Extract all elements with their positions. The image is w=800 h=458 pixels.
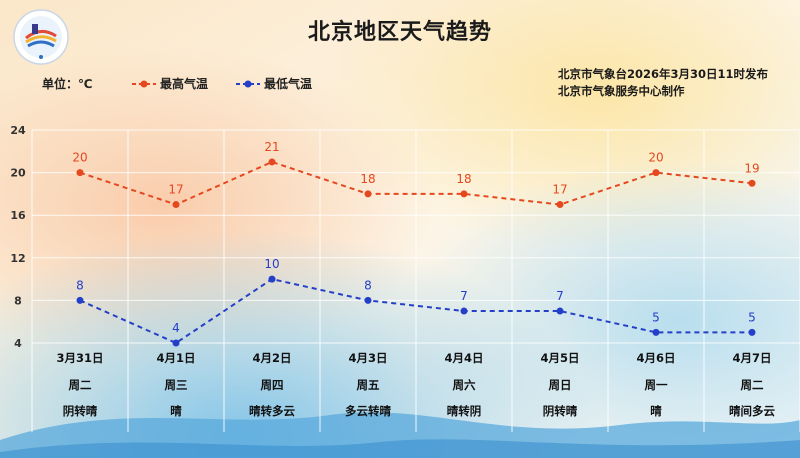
x-tick-weather: 晴转多云 (249, 404, 295, 418)
data-label-high: 19 (744, 161, 759, 175)
beijing-meteorological-logo-icon (13, 9, 69, 65)
data-label-high: 20 (72, 151, 87, 165)
x-tick-weather: 晴 (170, 404, 182, 418)
x-tick-weather: 阴转晴 (63, 404, 98, 418)
data-point-high (748, 179, 756, 187)
data-point-low (556, 307, 564, 315)
x-tick-weather: 阴转晴 (543, 404, 578, 418)
legend-high: 最高气温 (132, 75, 208, 92)
x-tick-date: 4月2日 (252, 351, 291, 365)
x-tick-weather: 晴转阴 (447, 404, 482, 418)
x-tick-weekday: 周二 (69, 378, 92, 392)
x-tick-weekday: 周五 (357, 378, 380, 392)
data-label-low: 8 (76, 278, 84, 292)
data-point-high (460, 190, 468, 198)
data-point-low (268, 275, 276, 283)
data-point-low (652, 328, 660, 336)
x-tick-weekday: 周日 (549, 378, 572, 392)
y-tick-label: 24 (10, 124, 26, 137)
issuer-line-2: 北京市气象服务中心制作 (557, 84, 685, 98)
x-tick-weather: 多云转晴 (345, 404, 391, 418)
legend-low-marker-icon (236, 80, 260, 87)
legend-high-label: 最高气温 (160, 77, 209, 91)
x-tick-weather: 晴间多云 (729, 404, 775, 418)
data-label-high: 21 (264, 140, 279, 154)
issuer-info: 北京市气象台2026年3月30日11时发布 北京市气象服务中心制作 (558, 66, 768, 100)
data-label-low: 10 (264, 257, 279, 271)
x-tick-weekday: 周三 (165, 378, 188, 392)
data-label-high: 17 (168, 183, 183, 197)
x-tick-date: 4月5日 (540, 351, 579, 365)
x-tick-weekday: 周四 (261, 378, 284, 392)
x-tick-weekday: 周六 (453, 378, 476, 392)
page-title: 北京地区天气趋势 (307, 20, 492, 45)
data-point-high (364, 190, 372, 198)
unit-label: 单位：℃ (42, 77, 93, 91)
data-label-low: 4 (172, 321, 180, 335)
data-label-high: 18 (456, 172, 471, 186)
data-label-low: 5 (652, 310, 660, 324)
data-label-high: 17 (552, 183, 567, 197)
x-tick-weekday: 周二 (741, 378, 764, 392)
data-point-high (556, 201, 564, 209)
y-tick-label: 12 (10, 252, 25, 265)
issuer-line-1: 北京市气象台2026年3月30日11时发布 (557, 67, 768, 81)
x-tick-date: 4月4日 (444, 351, 483, 365)
data-label-low: 8 (364, 278, 372, 292)
data-point-low (364, 296, 372, 304)
data-label-low: 7 (556, 289, 564, 303)
data-label-high: 18 (360, 172, 375, 186)
data-point-high (172, 201, 180, 209)
y-tick-label: 20 (10, 167, 26, 180)
series-line-high (79, 160, 753, 206)
y-tick-label: 4 (14, 337, 22, 350)
data-label-low: 7 (460, 289, 468, 303)
y-tick-label: 16 (10, 209, 26, 222)
x-tick-weekday: 周一 (645, 378, 668, 392)
data-point-low (76, 296, 84, 304)
x-tick-date: 4月6日 (636, 351, 675, 365)
x-tick-date: 3月31日 (56, 351, 103, 365)
x-tick-date: 4月1日 (156, 351, 195, 365)
legend-low-label: 最低气温 (264, 77, 313, 91)
legend-low: 最低气温 (236, 75, 312, 92)
x-tick-date: 4月7日 (732, 351, 771, 365)
data-label-low: 5 (748, 310, 756, 324)
x-tick-weather: 晴 (650, 404, 662, 418)
data-point-high (652, 169, 660, 177)
data-point-high (268, 158, 276, 166)
y-tick-label: 8 (14, 294, 22, 307)
legend-high-marker-icon (132, 80, 156, 87)
data-point-high (76, 169, 84, 177)
data-point-low (460, 307, 468, 315)
x-tick-date: 4月3日 (348, 351, 387, 365)
data-label-high: 20 (648, 151, 663, 165)
data-point-low (172, 339, 180, 347)
data-point-low (748, 328, 756, 336)
